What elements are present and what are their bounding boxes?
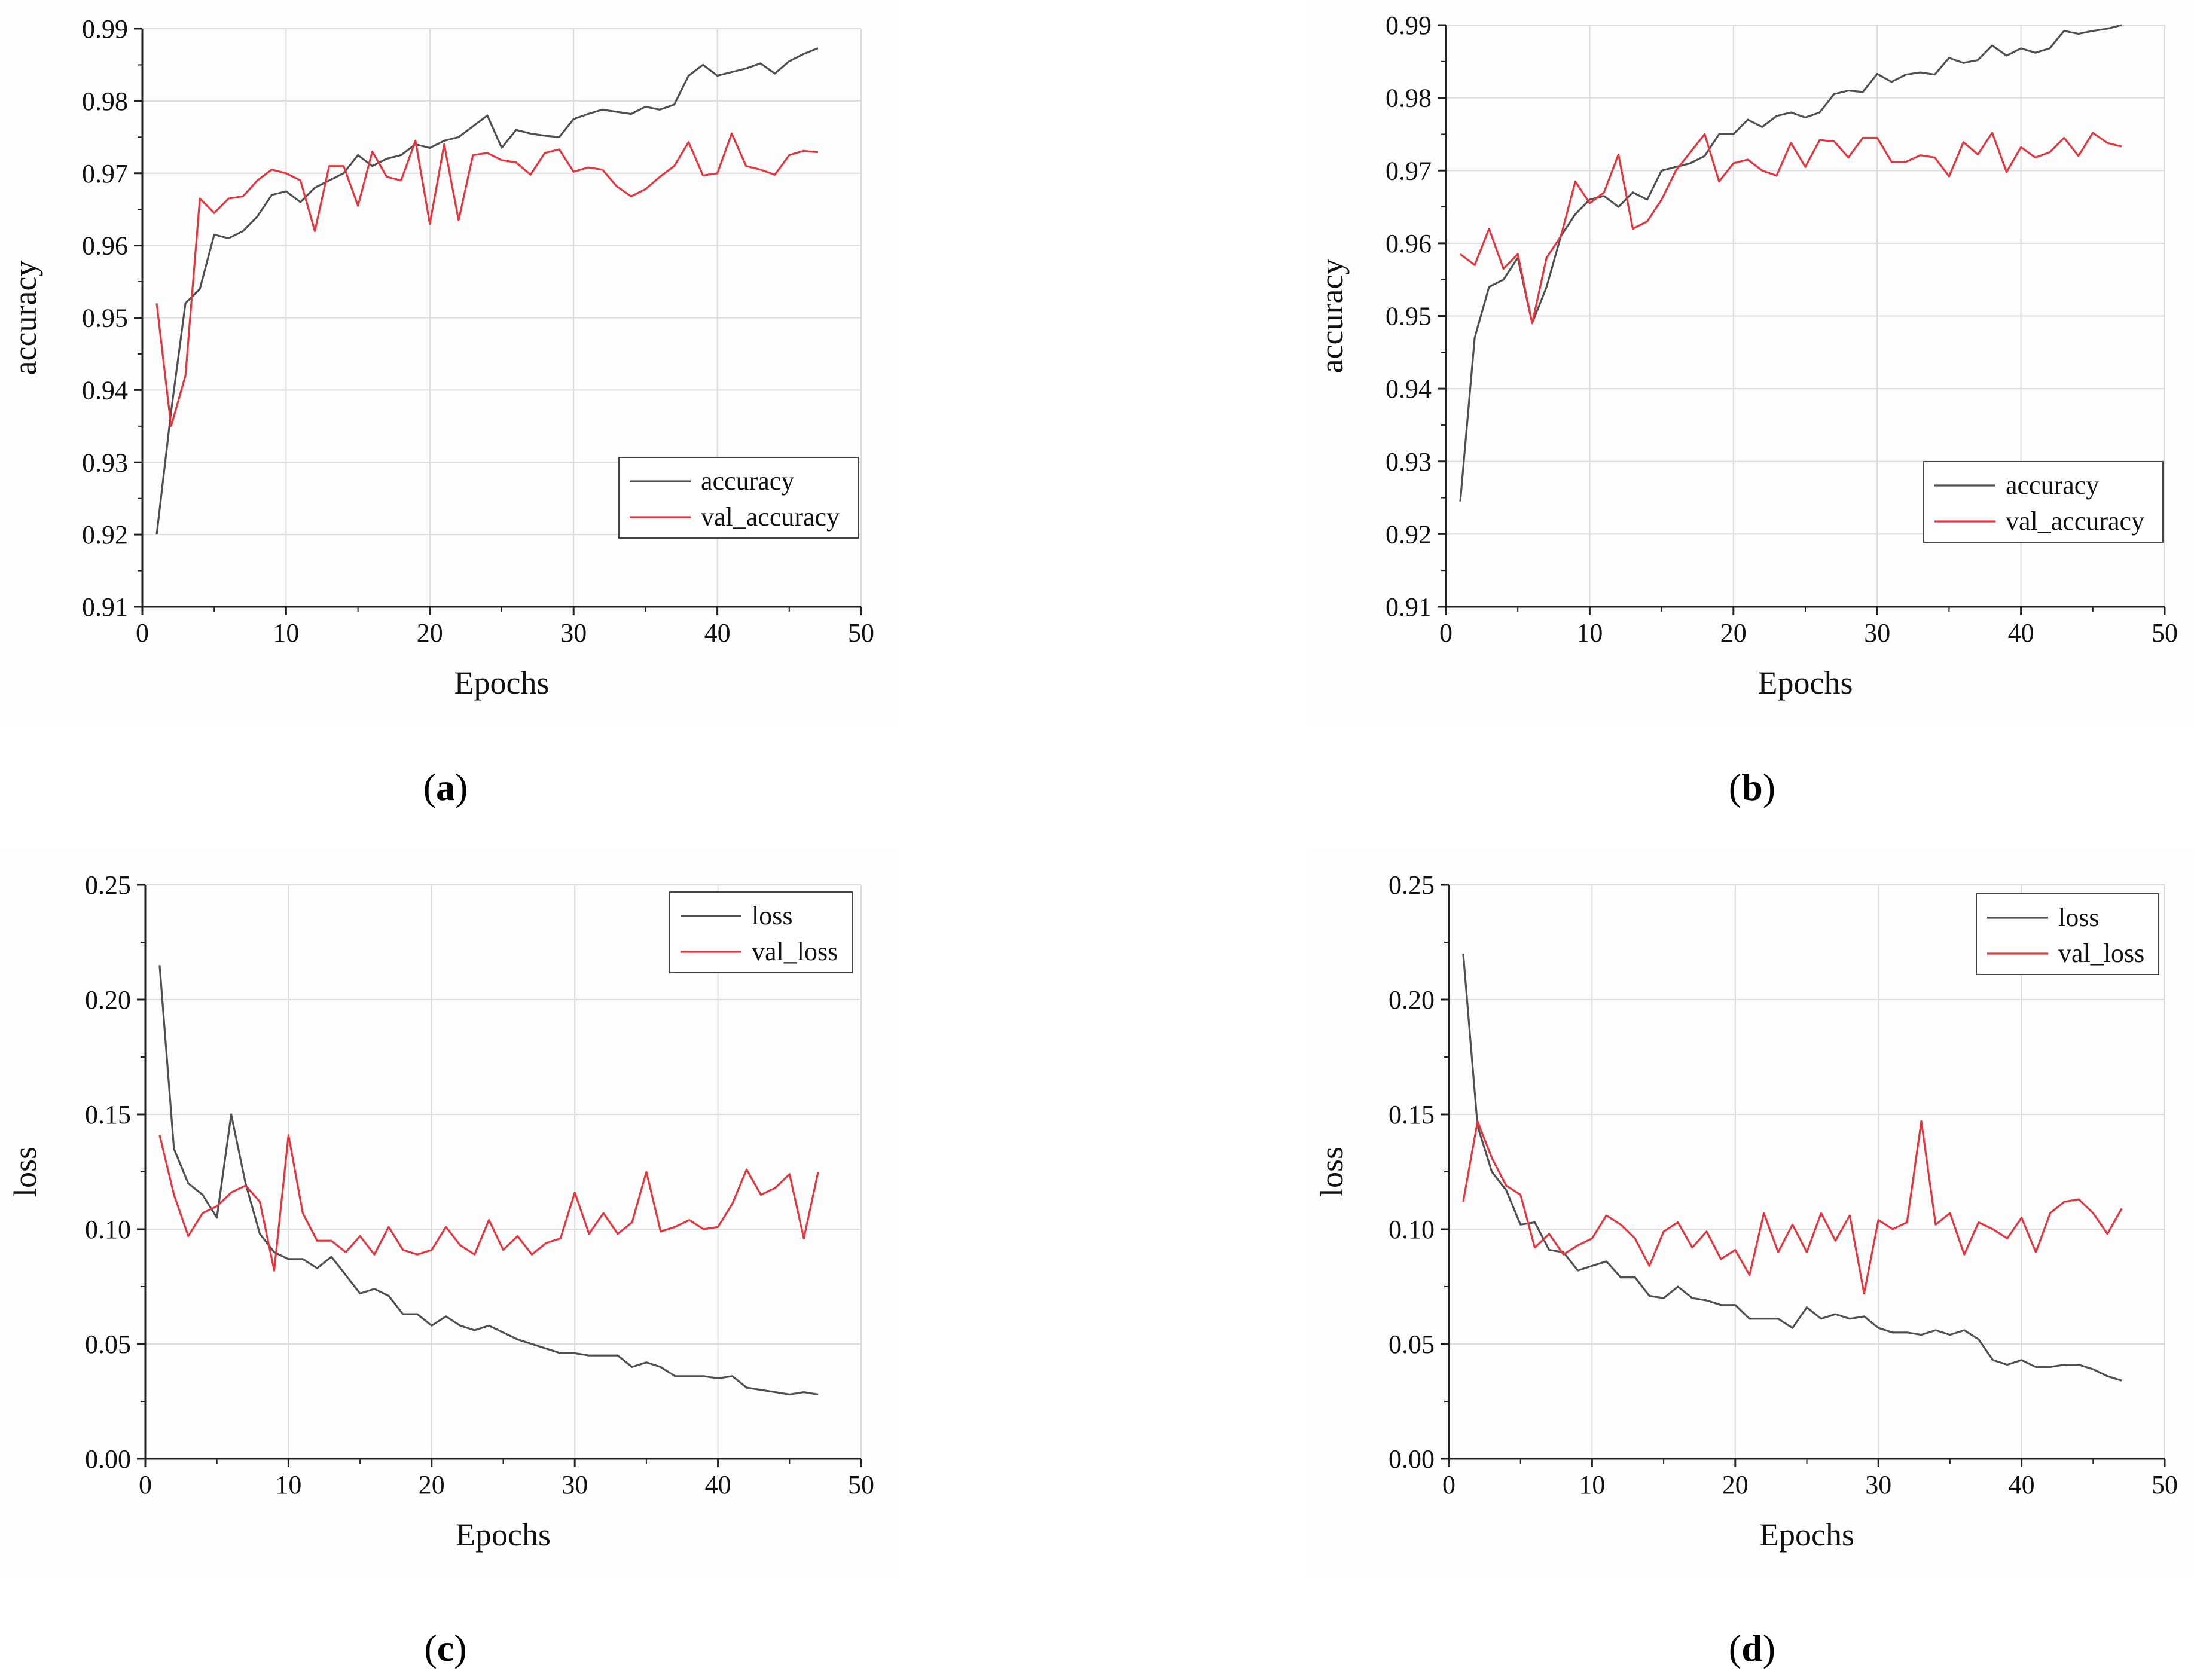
x-tick-label: 10 <box>273 618 299 647</box>
chart-panel-c: 0 10 20 30 40 50 0.00 0.05 0.10 0.15 0.20 0.25 Epoch… <box>0 849 897 1680</box>
x-tick-label: 50 <box>2152 618 2178 647</box>
x-tick-label: 40 <box>2008 618 2034 647</box>
y-tick-label: 0.97 <box>82 159 128 188</box>
y-tick-label: 0.98 <box>1386 84 1432 113</box>
legend-box <box>669 891 853 973</box>
y-tick-label: 0.91 <box>1386 592 1432 622</box>
y-tick-label: 0.05 <box>85 1330 131 1359</box>
y-tick-label: 0.15 <box>1389 1100 1435 1129</box>
legend-label-val-loss: val_loss <box>2058 939 2144 968</box>
y-axis-label: accuracy <box>7 261 43 375</box>
y-tick-label: 0.10 <box>85 1215 131 1244</box>
x-tick-label: 0 <box>1439 618 1453 647</box>
y-axis-label: loss <box>1314 1147 1350 1197</box>
y-tick-label: 0.94 <box>1386 374 1432 404</box>
y-tick-label: 0.98 <box>82 87 128 116</box>
y-tick-label: 0.99 <box>1386 11 1432 40</box>
legend-label-val-loss: val_loss <box>752 937 838 966</box>
x-tick-label: 30 <box>562 1470 588 1499</box>
legend-label-loss: loss <box>2058 903 2099 932</box>
x-tick-label: 50 <box>848 1470 874 1499</box>
y-axis-label: accuracy <box>1314 259 1350 374</box>
x-axis-label: Epochs <box>456 1517 551 1553</box>
x-tick-label: 10 <box>275 1470 301 1499</box>
x-tick-label: 10 <box>1579 1470 1605 1499</box>
legend-label-accuracy: accuracy <box>701 466 794 496</box>
series-line-accuracy <box>1459 24 2122 502</box>
y-tick-label: 0.15 <box>85 1100 131 1129</box>
chart-panel-b: 0 10 20 30 40 50 0.91 0.92 0.93 0.94 0.95 0.96 0.97 0… <box>1307 0 2194 808</box>
legend-box <box>618 457 859 539</box>
chart-background <box>1307 0 2194 726</box>
legend-box <box>1976 893 2159 975</box>
x-axis-label: Epochs <box>1759 1517 1854 1553</box>
chart-b-svg: 0 10 20 30 40 50 0.91 0.92 0.93 0.94 0.95 0.96 0.97 0… <box>1307 0 2194 726</box>
caption-b: (b) <box>1728 766 1776 808</box>
series-line-val-accuracy <box>155 132 819 427</box>
y-tick-label: 0.97 <box>1386 156 1432 185</box>
x-tick-label: 20 <box>1722 1470 1749 1499</box>
y-tick-label: 0.96 <box>82 231 128 261</box>
x-tick-label: 50 <box>848 618 874 647</box>
x-tick-label: 40 <box>705 1470 731 1499</box>
x-tick-label: 0 <box>139 1470 152 1499</box>
y-tick-label: 0.20 <box>1389 985 1435 1015</box>
x-axis-label: Epochs <box>1758 665 1853 701</box>
series-line-loss <box>1462 954 2122 1382</box>
y-tick-label: 0.94 <box>82 375 128 405</box>
caption-c: (c) <box>424 1627 467 1669</box>
legend-box <box>1923 461 2164 543</box>
x-tick-label: 30 <box>1865 1470 1891 1499</box>
y-tick-label: 0.99 <box>82 14 128 44</box>
chart-panel-a: 0 10 20 30 40 50 0.91 0.92 0.93 0.94 0.95 0.96 0.97 0… <box>0 0 897 808</box>
x-axis-label: Epochs <box>454 665 550 701</box>
legend-label-loss: loss <box>752 901 792 930</box>
y-tick-label: 0.10 <box>1389 1215 1435 1244</box>
y-axis-label: loss <box>7 1147 43 1197</box>
x-tick-label: 20 <box>1720 618 1747 647</box>
y-tick-label: 0.25 <box>1389 870 1435 900</box>
x-tick-label: 0 <box>1442 1470 1455 1499</box>
x-tick-label: 40 <box>704 618 731 647</box>
y-tick-label: 0.25 <box>85 870 131 900</box>
legend-label-accuracy: accuracy <box>2006 471 2099 500</box>
chart-c-svg: 0 10 20 30 40 50 0.00 0.05 0.10 0.15 0.20 0.25 Epoch… <box>0 849 897 1578</box>
y-tick-label: 0.92 <box>82 520 128 549</box>
y-tick-label: 0.93 <box>82 448 128 477</box>
x-tick-label: 10 <box>1576 618 1603 647</box>
y-tick-label: 0.96 <box>1386 229 1432 258</box>
y-tick-label: 0.20 <box>85 985 131 1015</box>
series-line-val-loss <box>158 1134 819 1272</box>
caption-d: (d) <box>1728 1627 1776 1669</box>
caption-a: (a) <box>423 766 468 808</box>
chart-d-svg: 0 10 20 30 40 50 0.00 0.05 0.10 0.15 0.20 0.25 Epoch… <box>1307 849 2194 1578</box>
y-tick-label: 0.92 <box>1386 520 1432 549</box>
x-tick-label: 50 <box>2152 1470 2178 1499</box>
chart-background <box>0 0 897 726</box>
y-tick-label: 0.95 <box>1386 302 1432 331</box>
series-line-val-accuracy <box>1460 132 2122 325</box>
y-tick-label: 0.00 <box>85 1444 131 1474</box>
legend-label-val-accuracy: val_accuracy <box>2006 506 2144 536</box>
x-tick-label: 40 <box>2009 1470 2035 1499</box>
y-tick-label: 0.93 <box>1386 447 1432 476</box>
x-tick-label: 0 <box>136 618 149 647</box>
series-line-accuracy <box>155 47 819 535</box>
y-tick-label: 0.05 <box>1389 1330 1435 1359</box>
x-tick-label: 30 <box>560 618 587 647</box>
y-tick-label: 0.00 <box>1389 1444 1435 1474</box>
x-tick-label: 20 <box>419 1470 445 1499</box>
y-tick-label: 0.91 <box>82 592 128 622</box>
x-tick-label: 30 <box>1864 618 1890 647</box>
chart-panel-d: 0 10 20 30 40 50 0.00 0.05 0.10 0.15 0.20 0.25 Epoch… <box>1307 849 2194 1680</box>
chart-a-svg: 0 10 20 30 40 50 0.91 0.92 0.93 0.94 0.95 0.96 0.97 0… <box>0 0 897 726</box>
series-line-val-loss <box>1462 1120 2123 1295</box>
y-tick-label: 0.95 <box>82 304 128 333</box>
legend-label-val-accuracy: val_accuracy <box>701 502 840 532</box>
x-tick-label: 20 <box>417 618 443 647</box>
